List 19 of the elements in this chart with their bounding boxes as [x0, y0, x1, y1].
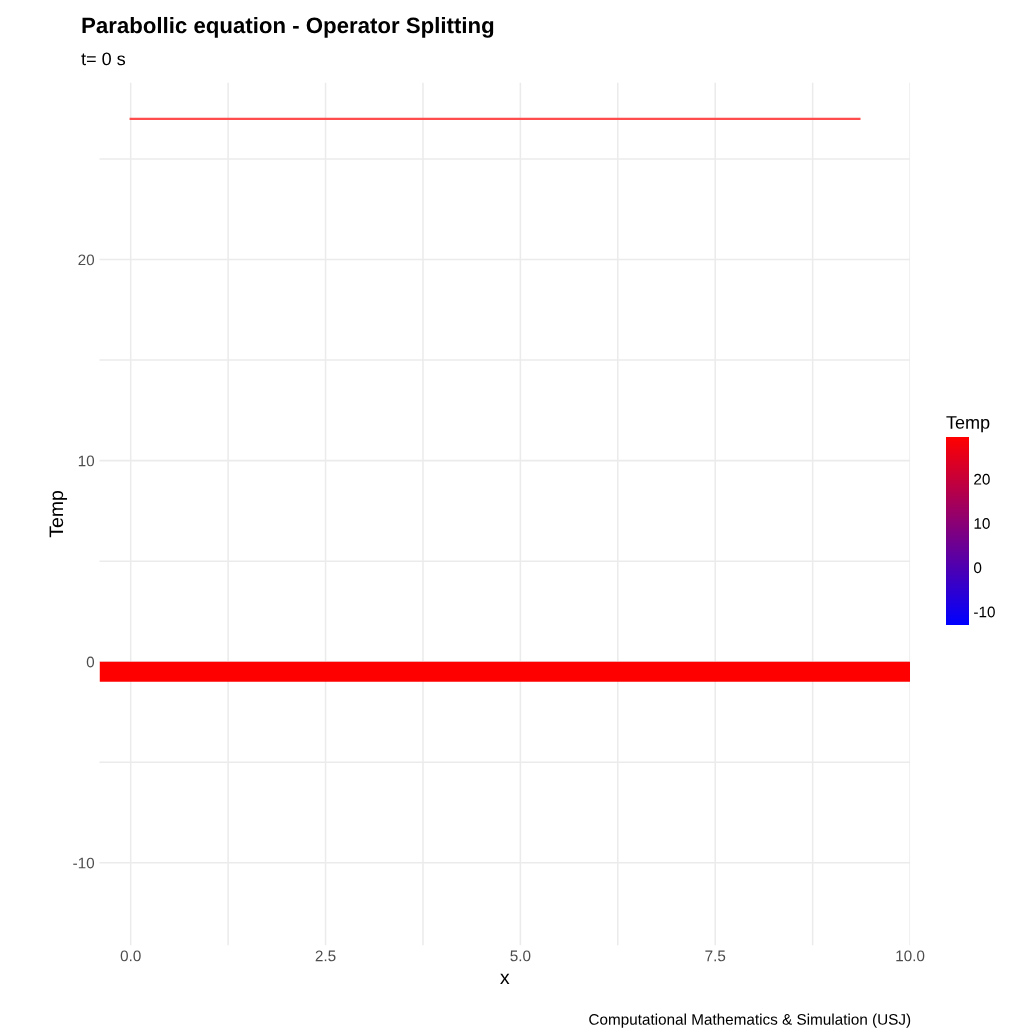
color-bar-title: Temp: [946, 416, 990, 433]
y-tick-label: 0: [86, 656, 95, 668]
y-axis-title: Temp: [49, 490, 68, 538]
x-tick-label: 10.0: [896, 950, 925, 962]
color-bar-label: 20: [974, 473, 990, 485]
color-bar-label: 10: [974, 518, 990, 529]
y-tick-label: -10: [73, 857, 95, 869]
chart-title: Parabollic equation - Operator Splitting: [82, 16, 494, 38]
chart-subtitle: t= 0 s: [81, 52, 126, 66]
x-tick-label: 0.0: [120, 950, 141, 962]
text: Computational Mathematics & Simulation (USJ): [589, 1013, 911, 1028]
y-tick-label: 10: [78, 455, 95, 467]
y-tick-label: 20: [78, 254, 95, 266]
x-tick-label: 7.5: [705, 950, 726, 962]
color-bar-label: 0: [974, 562, 982, 574]
x-axis-title: x: [500, 973, 510, 984]
color-bar-label: -10: [974, 606, 995, 618]
x-tick-label: 2.5: [315, 950, 336, 962]
x-tick-label: 5.0: [510, 950, 531, 962]
